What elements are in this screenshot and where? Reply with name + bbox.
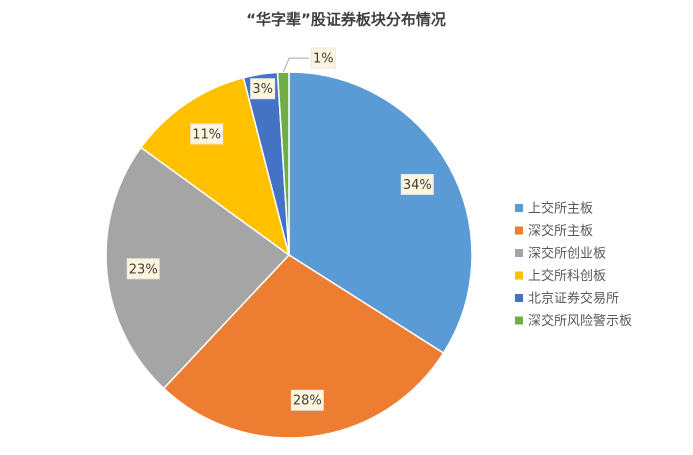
data-label: 11% [192, 127, 221, 142]
pie-slice [105, 146, 291, 390]
data-label: 1% [313, 52, 334, 67]
data-label-box [400, 173, 434, 195]
legend-label: 上交所科创板 [528, 268, 606, 284]
legend-label: 深交所风险警示板 [528, 313, 632, 329]
pie-slice [276, 71, 290, 256]
data-label-box [310, 47, 336, 69]
legend-label: 深交所主板 [528, 223, 593, 239]
pie-slice [139, 76, 291, 257]
data-label: 28% [293, 394, 322, 409]
legend-label: 上交所主板 [528, 201, 593, 217]
legend-label: 深交所创业板 [528, 246, 606, 262]
legend-swatch [515, 204, 523, 212]
pie-slice [288, 71, 473, 355]
pie-slice [162, 254, 445, 439]
data-label-box [250, 78, 276, 100]
legend-swatch [515, 249, 523, 257]
legend-swatch [515, 316, 523, 325]
legend-swatch [515, 294, 523, 302]
data-label-box [190, 123, 224, 145]
legend-swatch [515, 271, 523, 280]
legend-label: 北京证券交易所 [528, 291, 619, 307]
chart-title: “华字辈”股证券板块分布情况 [246, 11, 446, 29]
data-label: 3% [252, 82, 273, 97]
legend-swatch [515, 226, 523, 235]
data-label: 23% [129, 262, 158, 277]
data-label: 34% [403, 178, 432, 193]
leader-line [282, 57, 310, 73]
data-label-box [126, 258, 160, 280]
data-label-box [290, 389, 324, 411]
